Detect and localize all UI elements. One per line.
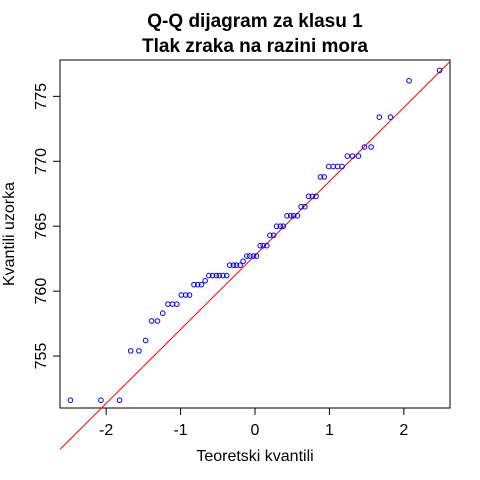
data-point (257, 242, 264, 249)
data-point (213, 272, 220, 279)
data-point (277, 223, 284, 230)
chart-title: Q-Q dijagram za klasu 1 (147, 11, 363, 32)
data-point (209, 272, 216, 279)
data-point (165, 301, 171, 307)
data-point (250, 253, 257, 259)
data-point (194, 281, 201, 288)
data-point (223, 272, 230, 279)
data-point (280, 223, 287, 230)
chart-subtitle: Tlak zraka na razini mora (142, 36, 368, 57)
data-point (349, 153, 356, 159)
data-point (136, 348, 142, 354)
data-point (313, 193, 319, 200)
data-point (182, 292, 189, 298)
data-point (216, 272, 223, 279)
data-point (273, 223, 280, 230)
data-point (237, 262, 243, 268)
data-point (305, 193, 312, 200)
data-point (206, 272, 212, 279)
data-point (355, 153, 362, 159)
data-point (253, 253, 260, 259)
y-tick-label: 760 (33, 278, 50, 305)
data-point (198, 281, 205, 288)
data-point (226, 262, 233, 268)
y-tick-label: 775 (33, 83, 50, 110)
y-axis-title: Kvantili uzorka (1, 182, 18, 286)
data-point (406, 77, 412, 84)
data-point (317, 174, 324, 180)
data-point (240, 258, 246, 265)
data-point (186, 292, 193, 298)
data-point (290, 213, 297, 219)
data-point (309, 193, 316, 200)
data-point (154, 318, 161, 324)
data-point (368, 144, 374, 150)
data-point (376, 114, 383, 120)
x-axis: -2 -1 0 1 2 (99, 407, 408, 439)
x-axis-title: Teoretski kvantili (196, 448, 313, 465)
data-point (148, 318, 155, 324)
data-point (325, 163, 332, 170)
data-point (270, 232, 277, 239)
data-point (159, 310, 166, 317)
data-point (220, 272, 226, 279)
data-point (67, 397, 74, 404)
data-point (246, 253, 253, 259)
data-point (302, 203, 308, 210)
y-axis: 755 760 765 770 775 (33, 83, 61, 370)
x-tick-label: 1 (325, 422, 334, 439)
x-tick-label: 2 (399, 422, 408, 439)
y-tick-label: 770 (33, 148, 50, 175)
data-point (116, 397, 123, 404)
data-point (267, 232, 273, 239)
data-point (287, 213, 294, 219)
x-tick-label: 0 (251, 422, 260, 439)
data-point (244, 253, 250, 259)
data-point (294, 213, 301, 219)
data-point (387, 114, 394, 120)
data-point (321, 174, 328, 180)
y-tick-label: 755 (33, 343, 50, 370)
data-point (260, 242, 266, 249)
data-point (264, 242, 270, 249)
data-point (230, 262, 237, 268)
data-point (436, 67, 443, 74)
x-tick-label: -1 (173, 422, 187, 439)
data-point (361, 144, 368, 150)
data-point (202, 277, 208, 284)
data-point (330, 163, 336, 170)
reference-line (59, 61, 451, 450)
data-point (169, 301, 176, 307)
data-point (339, 163, 345, 170)
plot-area (59, 59, 451, 409)
data-point (298, 203, 304, 210)
data-point (233, 262, 240, 268)
data-point (334, 163, 341, 170)
data-point (191, 281, 197, 288)
data-point (178, 292, 185, 298)
data-point (284, 213, 290, 219)
data-point (142, 337, 149, 344)
data-point (98, 397, 104, 404)
data-point (127, 348, 134, 354)
data-point (344, 153, 351, 159)
data-point (174, 301, 180, 307)
data-points (67, 67, 443, 404)
x-tick-label: -2 (99, 422, 113, 439)
y-tick-label: 765 (33, 213, 50, 240)
